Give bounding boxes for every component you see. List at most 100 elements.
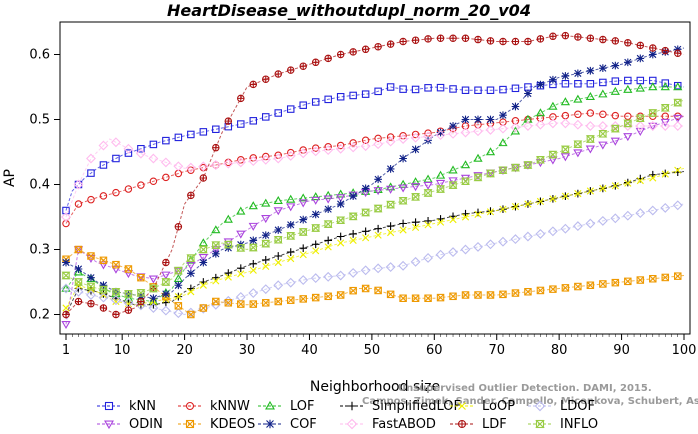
data-point <box>286 148 295 157</box>
data-point <box>186 254 196 262</box>
legend-label: LDF <box>482 417 507 432</box>
data-point <box>574 282 582 291</box>
data-point <box>237 156 245 164</box>
data-point <box>673 114 683 123</box>
data-point <box>623 58 632 67</box>
data-point <box>285 150 296 161</box>
data-point <box>661 79 670 87</box>
data-point <box>460 177 471 186</box>
data-point <box>311 293 320 302</box>
data-point <box>87 169 95 177</box>
data-point <box>660 118 670 127</box>
data-point <box>536 197 545 205</box>
data-point <box>324 205 333 214</box>
data-point <box>149 177 158 186</box>
data-point <box>374 231 382 239</box>
data-point <box>386 133 395 141</box>
legend-label: INFLO <box>560 417 598 432</box>
data-point <box>248 156 259 167</box>
data-point <box>136 273 146 282</box>
data-point <box>498 138 508 147</box>
data-point <box>260 154 271 165</box>
data-point <box>298 199 308 208</box>
data-point <box>547 118 558 129</box>
x-tick-label: 50 <box>364 343 381 358</box>
plot-frame <box>59 21 691 335</box>
data-point <box>224 273 232 281</box>
data-point <box>185 162 196 173</box>
data-point <box>274 297 282 306</box>
legend-label: kNNW <box>210 399 250 414</box>
data-point <box>212 125 220 134</box>
data-point <box>299 244 308 253</box>
data-point <box>236 264 245 273</box>
data-point <box>174 281 183 290</box>
data-point <box>474 35 482 44</box>
data-point <box>435 170 446 179</box>
data-point <box>162 290 170 298</box>
data-point <box>598 141 608 150</box>
data-point <box>674 49 682 57</box>
data-point <box>299 251 307 259</box>
data-point <box>248 222 258 231</box>
credit-line-2: Campos, Zimek, Sander, Campello, Micenko… <box>362 396 698 407</box>
data-point <box>448 128 458 139</box>
data-point <box>74 245 83 254</box>
data-point <box>86 290 96 300</box>
data-point <box>99 161 108 169</box>
data-point <box>535 108 546 117</box>
data-point <box>260 284 271 295</box>
data-point <box>362 234 370 242</box>
data-point <box>349 91 357 100</box>
data-point <box>572 119 583 130</box>
series-kdeos <box>62 245 685 319</box>
data-point <box>249 117 258 125</box>
data-point <box>461 86 470 95</box>
data-point <box>624 76 632 85</box>
data-point <box>199 304 208 312</box>
data-point <box>248 288 259 298</box>
data-point <box>599 35 607 44</box>
data-point <box>112 260 120 269</box>
data-point <box>336 194 346 203</box>
data-point <box>598 89 608 98</box>
data-point <box>98 140 109 151</box>
data-point <box>324 54 332 63</box>
legend-item-fastabod: FastABOD <box>340 417 436 432</box>
data-point <box>586 281 595 289</box>
data-point <box>160 305 171 316</box>
data-point <box>622 210 633 221</box>
data-point <box>410 132 421 143</box>
legend-label: FastABOD <box>372 417 436 432</box>
data-point <box>162 136 170 145</box>
data-point <box>636 54 645 63</box>
data-point <box>286 194 296 203</box>
x-tick-label: 90 <box>613 343 630 358</box>
data-point <box>399 85 407 93</box>
data-point <box>62 304 70 312</box>
data-point <box>611 77 620 85</box>
data-point <box>248 243 258 252</box>
data-point <box>560 145 570 154</box>
x-tick-label: 30 <box>239 343 256 358</box>
data-point <box>673 45 682 54</box>
legend-item-ldof: LDOF <box>528 399 595 414</box>
data-point <box>310 146 321 157</box>
data-point <box>449 122 457 130</box>
legend-item-knn: kNN <box>97 399 156 414</box>
data-point <box>486 86 495 95</box>
data-point <box>610 121 621 131</box>
data-point <box>111 265 121 274</box>
data-point <box>398 197 408 205</box>
data-point <box>411 294 420 302</box>
data-point <box>187 130 195 139</box>
data-point <box>660 121 671 131</box>
x-tick-label: 80 <box>551 343 568 358</box>
data-point <box>648 50 657 59</box>
data-point <box>311 210 320 219</box>
data-point <box>212 143 220 152</box>
data-point <box>623 133 633 142</box>
data-point <box>448 247 458 258</box>
data-point <box>399 37 407 46</box>
data-point <box>324 243 332 251</box>
